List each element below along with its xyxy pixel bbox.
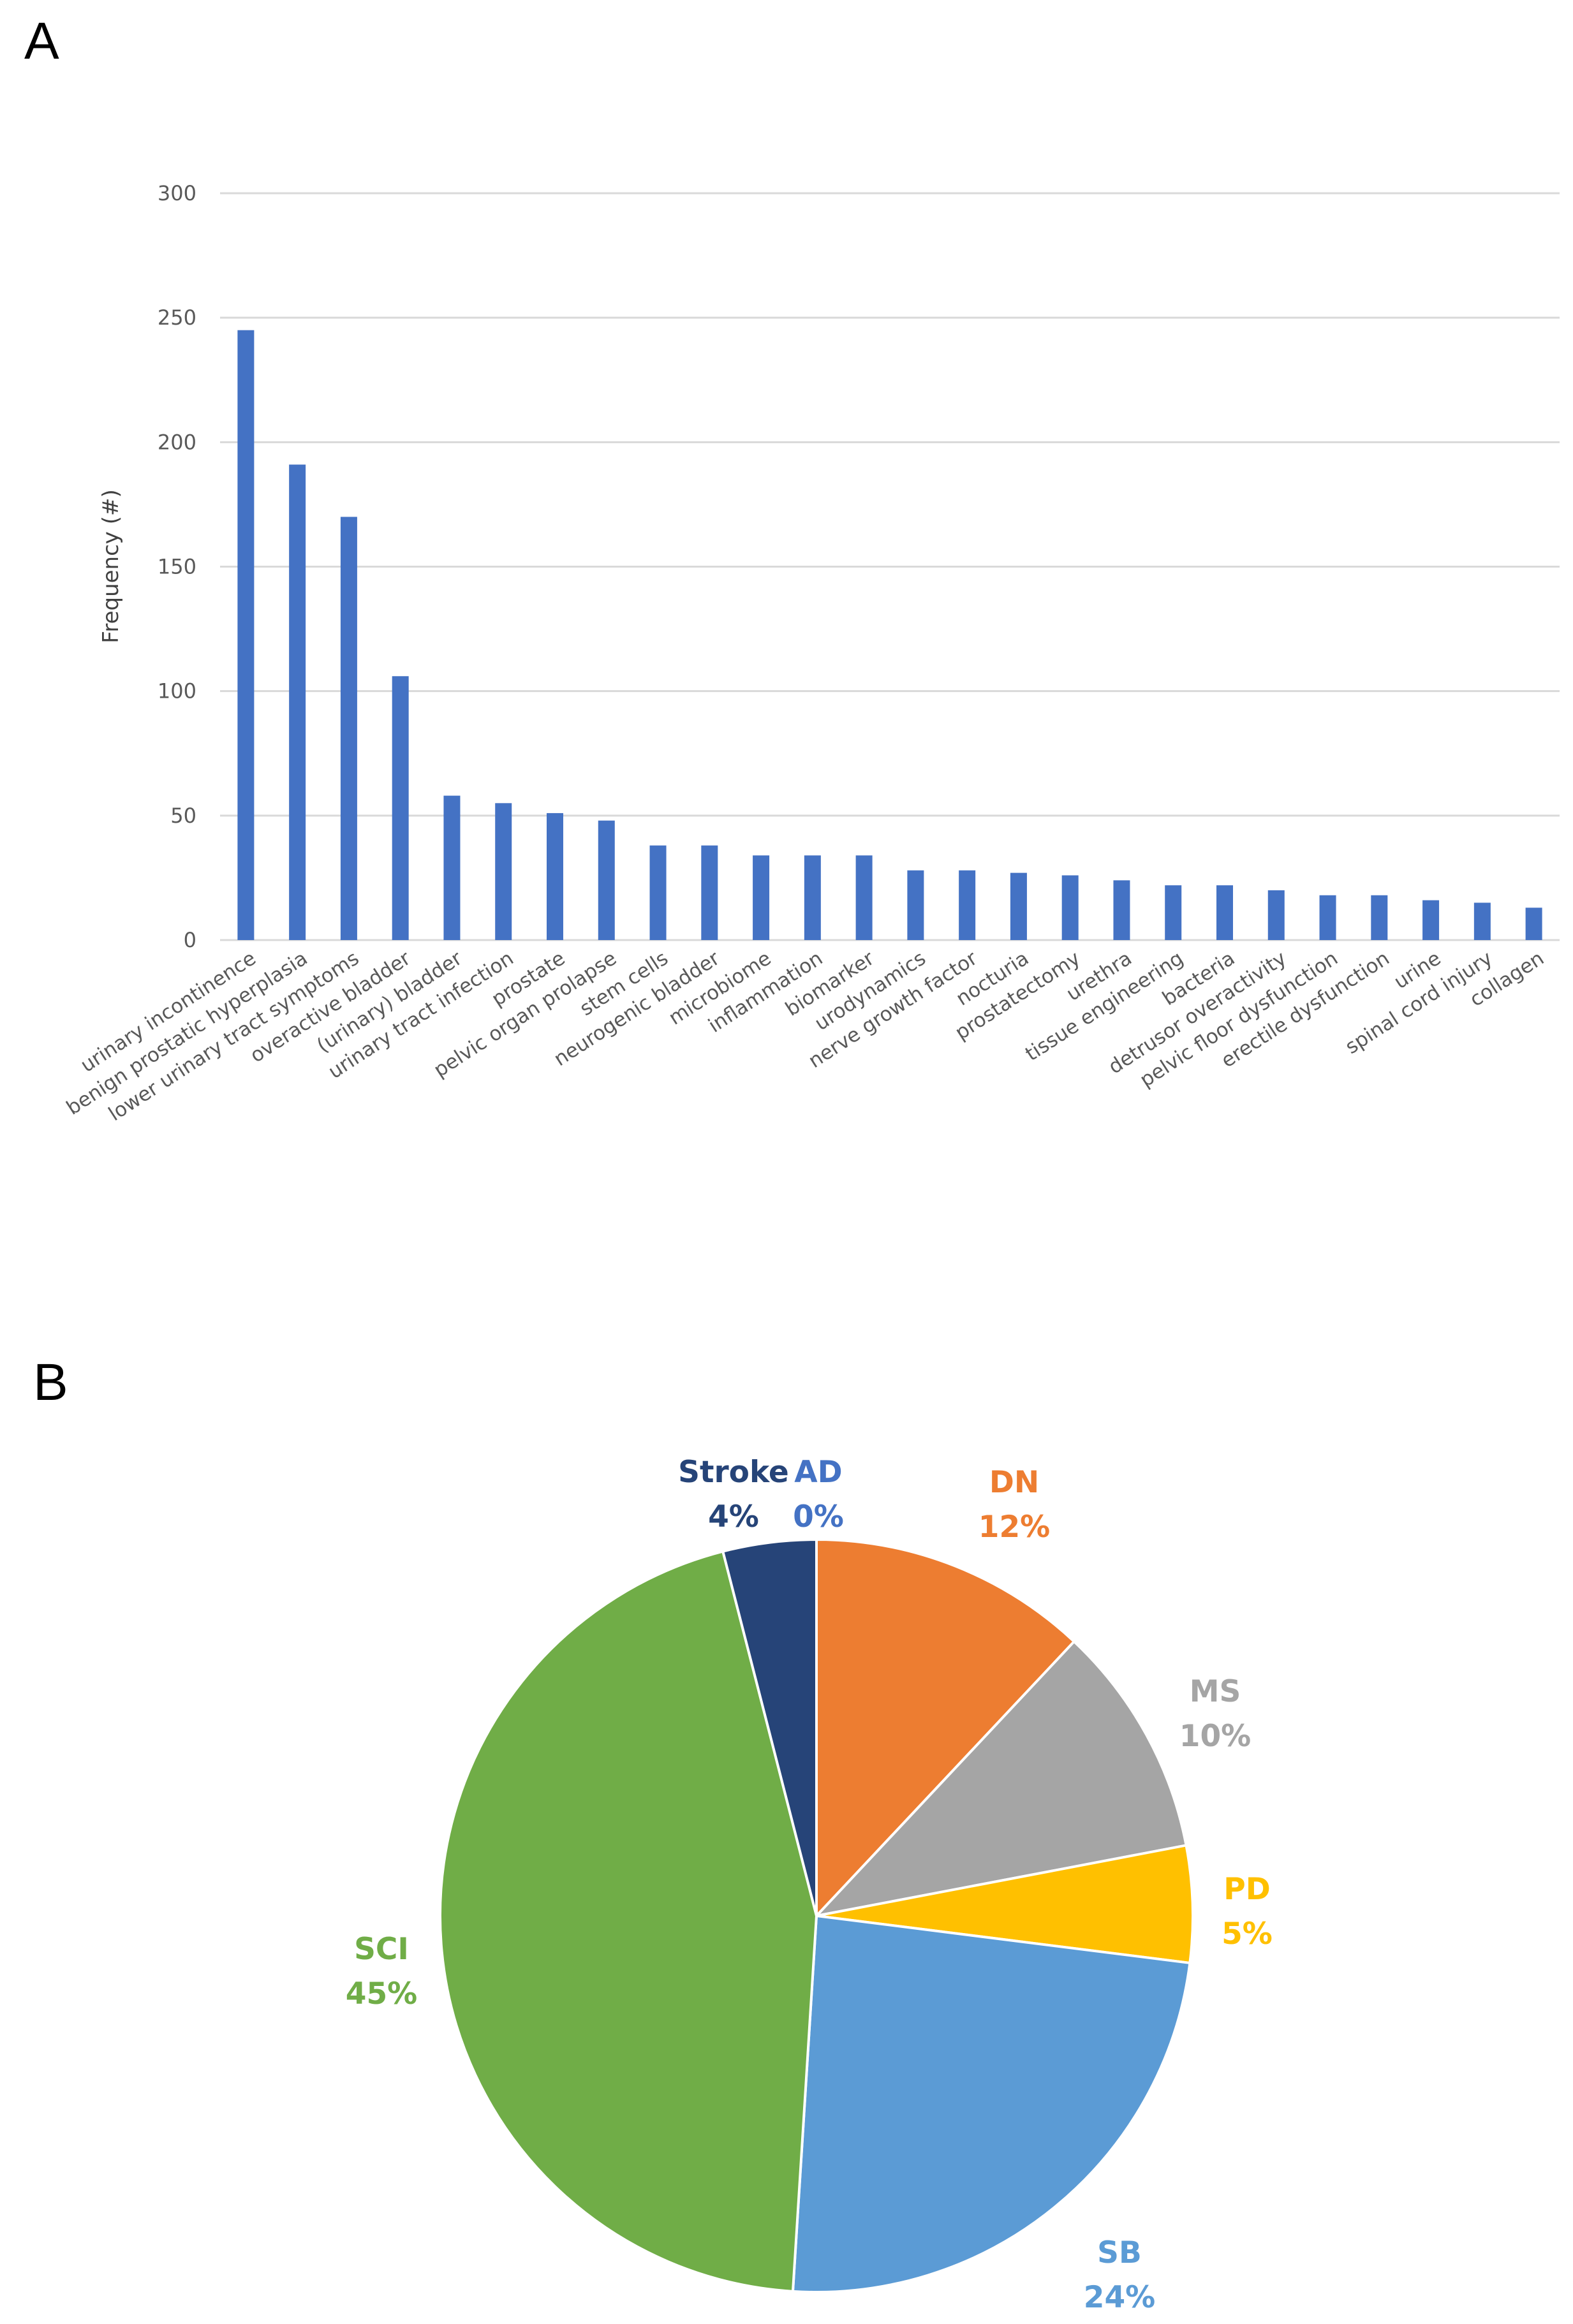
bar	[855, 855, 873, 940]
pie-label-percent: 5%	[1222, 1916, 1273, 1952]
bar	[443, 795, 461, 940]
pie-label-name: SCI	[354, 1932, 409, 1967]
pie-label-percent: 24%	[1084, 2280, 1156, 2315]
bar-chart-y-axis-label: Frequency (#)	[98, 489, 124, 643]
pie-label-name: AD	[794, 1455, 842, 1490]
pie-label-name: PD	[1223, 1872, 1270, 1907]
bar	[1010, 872, 1027, 940]
bar	[649, 845, 667, 940]
bar	[340, 517, 357, 940]
pie-label-percent: 45%	[346, 1976, 418, 2011]
pie-label-name: Stroke	[678, 1455, 789, 1490]
bar	[1371, 895, 1388, 940]
pie-slice-ms	[813, 1640, 1188, 1918]
pie-slice-sb	[791, 1914, 1192, 2293]
bar	[701, 845, 718, 940]
bar	[753, 855, 770, 940]
pie-chart: AD 0% DN 12% MS 10% PD 5% SB 24% SCI 45% Stroke 4%	[346, 1455, 1273, 2315]
pie-label-percent: 10%	[1179, 1719, 1252, 1754]
pie-slice-pd	[816, 1844, 1195, 1965]
bar	[1061, 875, 1079, 940]
bar	[1267, 890, 1285, 940]
y-tick-label: 50	[170, 804, 196, 828]
pie-label-percent: 4%	[708, 1499, 759, 1534]
bar	[495, 803, 512, 940]
bar-chart: 0 50 100 150 200 250 300 urinary incontinenceb…	[63, 181, 1560, 1126]
bar	[1422, 900, 1440, 940]
bar	[1165, 885, 1182, 940]
bar	[959, 870, 976, 940]
pie-label-name: SB	[1097, 2235, 1142, 2270]
bar	[1319, 895, 1336, 940]
bar	[907, 870, 924, 940]
bar-chart-gridlines	[220, 192, 1560, 941]
bar	[598, 820, 615, 940]
pie-slice-sci	[439, 1550, 818, 2293]
y-tick-label: 100	[158, 679, 196, 703]
bar	[289, 464, 306, 940]
panel-label-a: A	[24, 12, 59, 70]
pie-slice-dn	[815, 1538, 1076, 1920]
pie-slice-stroke	[721, 1538, 818, 1916]
pie-label-percent: 12%	[979, 1510, 1051, 1545]
y-tick-label: 300	[158, 181, 196, 205]
bar	[1473, 902, 1491, 940]
pie-label-percent: 0%	[793, 1499, 844, 1534]
bar-chart-bars	[237, 330, 1542, 940]
panel-label-b: B	[33, 1353, 68, 1411]
pie-chart-labels: AD 0% DN 12% MS 10% PD 5% SB 24% SCI 45% Stroke 4%	[346, 1455, 1273, 2315]
bar	[237, 330, 255, 940]
y-tick-label: 250	[158, 305, 196, 330]
bar-chart-y-ticks: 0 50 100 150 200 250 300	[158, 181, 196, 952]
bar	[1216, 885, 1233, 940]
y-tick-label: 0	[184, 928, 196, 952]
y-tick-label: 150	[158, 555, 196, 579]
bar	[1525, 908, 1542, 940]
pie-label-name: MS	[1190, 1674, 1241, 1709]
bar	[1113, 880, 1130, 940]
bar	[547, 813, 563, 940]
pie-label-name: DN	[989, 1465, 1039, 1500]
pie-chart-slices	[439, 1538, 1195, 2293]
bar	[804, 855, 821, 940]
bar	[392, 676, 409, 940]
y-tick-label: 200	[158, 430, 196, 454]
